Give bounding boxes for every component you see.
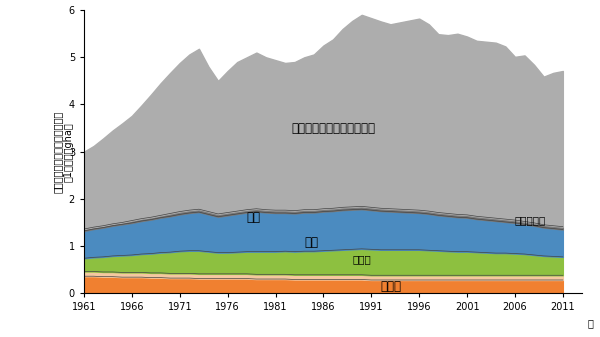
Text: カーボン・フットプリント: カーボン・フットプリント: [291, 122, 375, 134]
Y-axis label: エコロジカル・フットプリント
（1人あたりgha）: エコロジカル・フットプリント （1人あたりgha）: [52, 111, 74, 193]
Text: 牧草地: 牧草地: [352, 254, 371, 264]
Text: 生産阴害地: 生産阴害地: [515, 215, 546, 225]
Text: 漁場: 漁場: [247, 211, 261, 224]
Text: 年: 年: [587, 318, 593, 328]
Text: 森林: 森林: [304, 236, 318, 249]
Text: 耕作地: 耕作地: [380, 280, 401, 293]
